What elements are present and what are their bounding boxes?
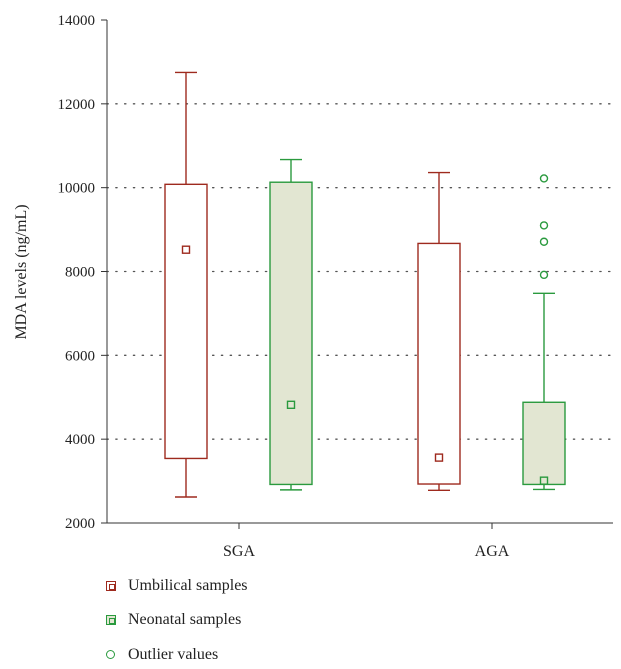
- y-tick-label: 2000: [65, 516, 95, 532]
- y-tick-label: 8000: [65, 265, 95, 281]
- axes: 2000 4000 6000 8000 10000 12000 14000 SGA AGA: [58, 13, 613, 560]
- legend-label-neonatal: Neonatal samples: [128, 611, 242, 628]
- y-tick-label: 12000: [58, 97, 96, 113]
- outlier-point: [539, 237, 549, 246]
- y-tick-label: 4000: [65, 432, 95, 448]
- outlier-point: [539, 270, 549, 280]
- outlier-circle-icon: [106, 650, 115, 659]
- y-tick-label: 14000: [58, 13, 96, 29]
- box-marker: [539, 476, 549, 485]
- umbilical-swatch-icon: [106, 581, 116, 591]
- box: [164, 183, 208, 460]
- x-tick-label: AGA: [475, 543, 510, 560]
- legend-label-umbilical: Umbilical samples: [128, 577, 248, 594]
- y-tick-label: 10000: [58, 181, 96, 197]
- neonatal-swatch-icon: [106, 615, 116, 625]
- x-tick-label: SGA: [223, 543, 255, 560]
- y-tick-label: 6000: [65, 348, 95, 364]
- box-marker: [434, 453, 444, 462]
- box: [269, 181, 313, 486]
- box-series: [164, 71, 566, 498]
- box: [522, 401, 566, 486]
- box-marker: [181, 245, 191, 254]
- outlier-point: [539, 221, 549, 230]
- box: [417, 242, 461, 485]
- legend-label-outlier: Outlier values: [128, 646, 219, 663]
- outlier-point: [539, 174, 549, 183]
- y-axis-label: MDA levels (ng/mL): [13, 204, 30, 339]
- box-marker: [286, 400, 296, 409]
